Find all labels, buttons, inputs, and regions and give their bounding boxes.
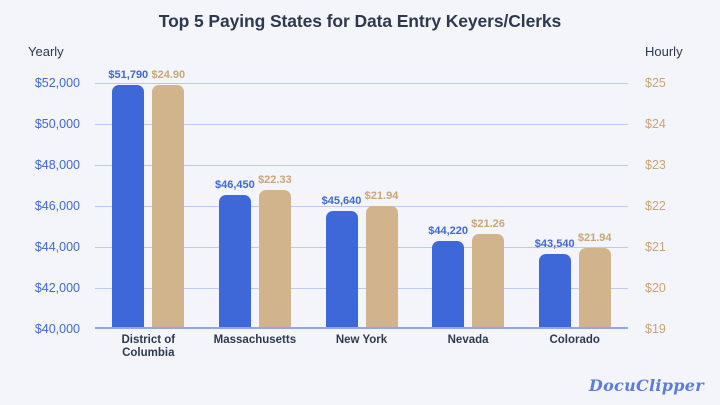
left-tick-label: $50,000 — [34, 117, 80, 131]
gridline — [95, 165, 628, 166]
value-label-yearly: $43,540 — [534, 238, 575, 251]
bar-hourly-colorado — [578, 247, 611, 327]
right-tick-label: $22 — [645, 199, 666, 213]
bar-yearly-nevada — [432, 240, 465, 327]
bar-hourly-new-york — [365, 206, 398, 327]
left-tick-label: $52,000 — [34, 76, 80, 90]
chart-title: Top 5 Paying States for Data Entry Keyer… — [158, 11, 562, 31]
value-label-yearly: $51,790 — [108, 69, 149, 82]
bar-hourly-nevada — [472, 234, 505, 327]
category-label: District of Columbia — [121, 334, 176, 359]
right-tick-label: $25 — [645, 76, 666, 90]
bar-hourly-massachusetts — [258, 190, 291, 327]
gridline — [95, 206, 628, 207]
left-axis-title: Yearly — [28, 44, 64, 59]
gridline — [95, 124, 628, 125]
value-label-hourly: $21.26 — [471, 218, 505, 231]
left-tick-label: $42,000 — [34, 281, 80, 295]
value-label-hourly: $21.94 — [364, 190, 399, 203]
category-label: Massachusetts — [213, 334, 297, 346]
gridline — [95, 247, 628, 248]
bar-yearly-new-york — [325, 211, 358, 327]
value-label-yearly: $44,220 — [428, 224, 468, 237]
bar-hourly-district-of-columbia — [152, 85, 185, 327]
left-tick-label: $44,000 — [34, 240, 80, 254]
plot-area: $51,790 $24.90 $46,450 $22.33 $45,640 $21.94 $… — [95, 69, 628, 329]
value-label-yearly: $46,450 — [215, 178, 255, 191]
right-tick-label: $19 — [645, 322, 666, 336]
right-axis-title: Hourly — [645, 44, 683, 59]
category-label: Colorado — [549, 334, 600, 346]
bar-yearly-colorado — [538, 254, 571, 327]
right-tick-label: $21 — [645, 240, 666, 254]
bar-yearly-massachusetts — [218, 194, 251, 327]
left-tick-label: $40,000 — [34, 322, 80, 336]
right-tick-label: $23 — [645, 158, 666, 172]
docuclipper-logo: DocuClipper — [588, 376, 704, 395]
category-label: New York — [335, 334, 388, 346]
left-tick-label: $48,000 — [34, 158, 80, 172]
value-label-yearly: $45,640 — [321, 195, 362, 208]
value-label-hourly: $21.94 — [577, 231, 612, 244]
right-tick-label: $24 — [645, 117, 666, 131]
value-label-hourly: $24.90 — [151, 69, 186, 82]
gridline — [95, 83, 628, 84]
category-label: Nevada — [447, 334, 489, 346]
right-tick-label: $20 — [645, 281, 666, 295]
value-label-hourly: $22.33 — [258, 174, 292, 187]
left-tick-label: $46,000 — [34, 199, 80, 213]
bar-yearly-district-of-columbia — [112, 85, 145, 327]
gridline — [95, 288, 628, 289]
